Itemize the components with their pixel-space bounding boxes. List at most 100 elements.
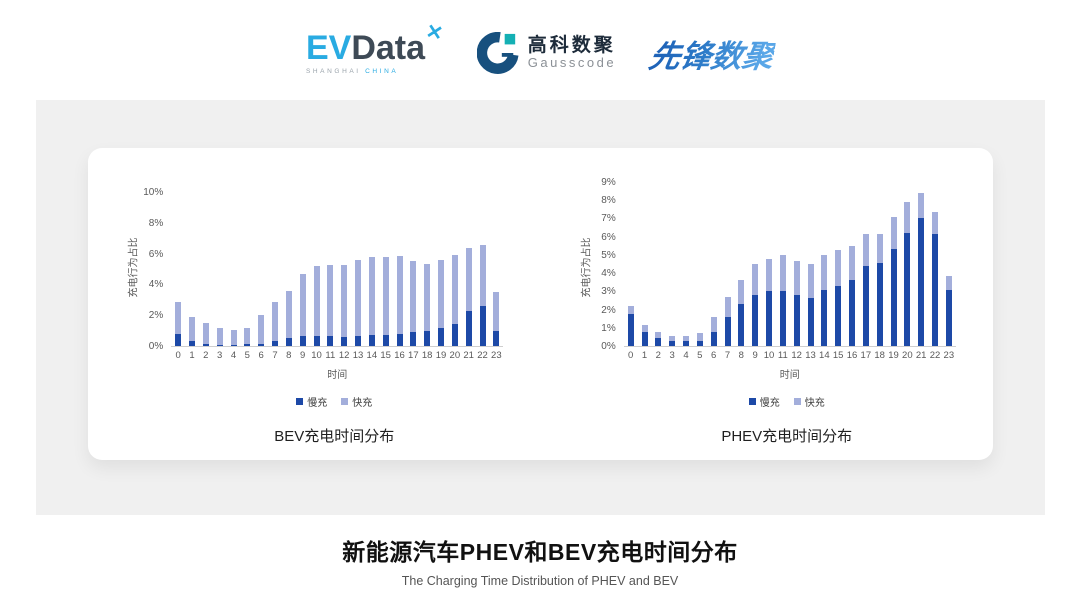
bev-chart: 充电行为占比 0% 2% 4% 6% 8% 10% 0 1 2 3 4 5 6 7 8 9 10 11 12 13 1…	[88, 148, 541, 460]
bar-fast-segment	[669, 336, 676, 341]
bar-fast-segment	[189, 316, 195, 342]
phev-y-axis-label: 充电行为占比	[581, 237, 593, 297]
legend-item: 慢充	[748, 394, 780, 409]
bar-fast-segment	[904, 202, 911, 234]
x-tick-label: 10	[763, 350, 775, 361]
main-subtitle: The Charging Time Distribution of PHEV a…	[401, 574, 679, 588]
gausscode-cn-label: 高科数聚	[527, 34, 616, 56]
bar-slow-segment	[244, 344, 251, 346]
y-tick-label: 4%	[601, 268, 616, 280]
x-tick-label: 7	[724, 350, 731, 361]
bar-slow-segment	[766, 291, 772, 346]
x-tick-label: 9	[752, 350, 758, 361]
evdata-logo: EV Data ✕ SHANGHAI CHINA	[305, 20, 445, 76]
bar-fast-segment	[341, 265, 348, 337]
bar-fast-segment	[285, 290, 292, 339]
bar-fast-segment	[175, 302, 182, 335]
x-tick-label: 15	[832, 350, 844, 361]
bar-slow-segment	[175, 334, 182, 346]
bar-fast-segment	[724, 296, 731, 317]
x-tick-label: 1	[189, 350, 195, 361]
bar-slow-segment	[876, 263, 883, 346]
bar-slow-segment	[424, 330, 431, 346]
bar-slow-segment	[752, 294, 759, 346]
bar-fast-segment	[779, 254, 786, 292]
bar-slow-segment	[493, 331, 500, 346]
bar-slow-segment	[807, 297, 814, 346]
phev-x-tick-labels: 0 1 2 3 4 5 6 7 8 9 10 11 12 13 14 15 16 17 18 19 20 21 22 23	[624, 350, 956, 363]
evdata-logo-data: Data	[351, 28, 426, 67]
y-tick-label: 5%	[601, 249, 616, 261]
bar-fast-segment	[299, 274, 306, 336]
x-tick-label: 21	[915, 350, 927, 361]
chart-card: 充电行为占比 0% 2% 4% 6% 8% 10% 0 1 2 3 4 5 6 7 8 9 10 11 12 13 1…	[88, 148, 993, 460]
bar-fast-segment	[766, 258, 772, 292]
bar-slow-segment	[341, 336, 348, 346]
y-tick-label: 2%	[601, 304, 616, 316]
pioneer-shuju-logo: 先锋数聚	[646, 31, 778, 76]
bar-slow-segment	[724, 316, 731, 346]
y-tick-label: 6%	[601, 231, 616, 243]
bar-fast-segment	[244, 327, 251, 345]
x-tick-label: 11	[325, 350, 336, 361]
y-tick-label: 10%	[143, 187, 164, 198]
bev-plot-area: 0% 2% 4% 6% 8% 10%	[143, 183, 504, 352]
bar-fast-segment	[738, 279, 745, 305]
bar-slow-segment	[230, 345, 237, 346]
x-tick-label: 18	[421, 350, 433, 361]
bar-fast-segment	[424, 264, 431, 331]
bar-slow-segment	[313, 336, 320, 346]
bar-slow-segment	[451, 323, 458, 346]
bar-slow-segment	[904, 233, 911, 346]
bar-slow-segment	[945, 290, 952, 346]
x-tick-label: 12	[338, 350, 350, 361]
x-tick-label: 5	[697, 350, 703, 361]
x-tick-label: 16	[846, 350, 858, 361]
bar-fast-segment	[710, 316, 717, 333]
bar-slow-segment	[465, 310, 472, 346]
bar-slow-segment	[793, 294, 800, 346]
x-tick-label: 23	[943, 350, 955, 361]
bar-slow-segment	[216, 344, 223, 346]
bar-fast-segment	[355, 259, 361, 336]
x-tick-label: 2	[203, 350, 209, 361]
x-tick-label: 6	[711, 350, 717, 361]
bar-slow-segment	[849, 280, 855, 346]
bar-fast-segment	[465, 248, 472, 311]
legend-swatch-icon	[793, 398, 801, 405]
y-tick-label: 1%	[601, 322, 616, 334]
legend-label: 慢充	[307, 398, 328, 409]
bar-fast-segment	[849, 245, 855, 281]
x-tick-label: 16	[394, 350, 405, 361]
bev-x-axis-title: 时间	[327, 370, 348, 381]
bar-slow-segment	[258, 343, 265, 346]
x-tick-label: 21	[463, 350, 474, 361]
x-tick-label: 0	[628, 350, 634, 361]
legend-swatch-icon	[748, 398, 756, 405]
bev-legend: 慢充 快充	[296, 394, 372, 409]
gausscode-g-icon	[476, 32, 519, 74]
x-tick-label: 17	[860, 350, 872, 361]
bar-slow-segment	[410, 332, 417, 346]
x-tick-label: 1	[641, 350, 648, 361]
x-tick-label: 11	[777, 350, 788, 361]
x-tick-label: 20	[449, 350, 461, 361]
bar-slow-segment	[835, 285, 842, 346]
bev-y-axis-label: 充电行为占比	[128, 237, 140, 297]
x-tick-label: 4	[230, 350, 237, 361]
bar-fast-segment	[641, 325, 648, 333]
x-tick-label: 6	[258, 350, 264, 361]
x-tick-label: 10	[311, 350, 322, 361]
evdata-sub-shanghai: SHANGHAI	[305, 67, 361, 75]
y-tick-label: 4%	[148, 279, 164, 291]
y-tick-label: 0%	[601, 341, 616, 352]
phev-chart-title: PHEV充电时间分布	[721, 428, 853, 445]
main-title: 新能源汽车PHEV和BEV充电时间分布	[342, 539, 738, 565]
bar-slow-segment	[932, 233, 938, 346]
bar-slow-segment	[382, 335, 389, 346]
bar-fast-segment	[821, 254, 828, 290]
bar-fast-segment	[890, 216, 897, 249]
legend-label: 快充	[352, 398, 373, 409]
bar-slow-segment	[696, 340, 703, 346]
y-tick-label: 3%	[601, 286, 616, 298]
